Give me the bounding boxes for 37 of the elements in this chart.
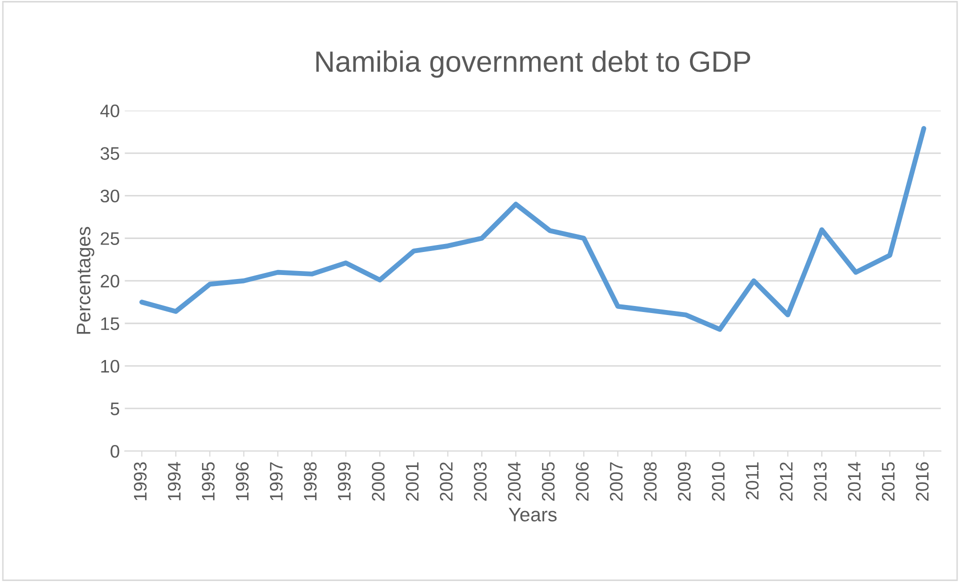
x-tick-label: 2000 <box>372 462 385 501</box>
x-tick-label: 2008 <box>644 462 657 501</box>
x-tick-label: 2012 <box>780 462 793 501</box>
y-tick-label: 0 <box>110 444 120 458</box>
x-tick-label: 2004 <box>508 462 521 501</box>
chart-title: Namibia government debt to GDP <box>316 50 750 78</box>
y-tick-label: 5 <box>110 402 120 416</box>
x-tick-label: 1997 <box>270 462 283 500</box>
x-tick-label: 2007 <box>610 462 623 501</box>
y-axis-title: Percentages <box>76 226 94 334</box>
x-tick-label: 1994 <box>168 462 181 500</box>
x-tick-label: 1993 <box>134 462 147 500</box>
x-tick-label: 2014 <box>848 462 861 501</box>
line-series <box>139 126 926 332</box>
x-tick-label: 2002 <box>440 462 453 501</box>
x-axis-title: Years <box>508 508 557 522</box>
y-tick-label: 40 <box>100 104 120 118</box>
x-tick-label: 1995 <box>202 462 215 500</box>
y-tick-label: 30 <box>100 190 120 202</box>
x-tick-label: 2003 <box>474 462 487 501</box>
x-tick-label: 2006 <box>576 462 589 501</box>
x-tick-label: 2005 <box>542 462 555 501</box>
x-tick-label: 2013 <box>814 462 827 501</box>
x-tick-label: 2016 <box>916 462 929 501</box>
y-tick-label: 20 <box>100 274 120 288</box>
x-tick-label: 2001 <box>406 462 419 501</box>
x-tick-label: 2015 <box>882 462 895 501</box>
x-tick-label: 2009 <box>678 462 691 501</box>
x-tick-label: 1996 <box>236 462 249 500</box>
y-tick-label: 25 <box>100 232 120 245</box>
y-tick-label: 15 <box>101 317 120 330</box>
y-tick-label: 35 <box>100 147 120 160</box>
x-tick-label: 2010 <box>712 462 725 501</box>
x-tick-label: 1998 <box>304 462 317 500</box>
x-tick-label: 2011 <box>746 462 759 500</box>
y-tick-label: 10 <box>101 360 120 373</box>
x-tick-label: 1999 <box>338 462 351 500</box>
